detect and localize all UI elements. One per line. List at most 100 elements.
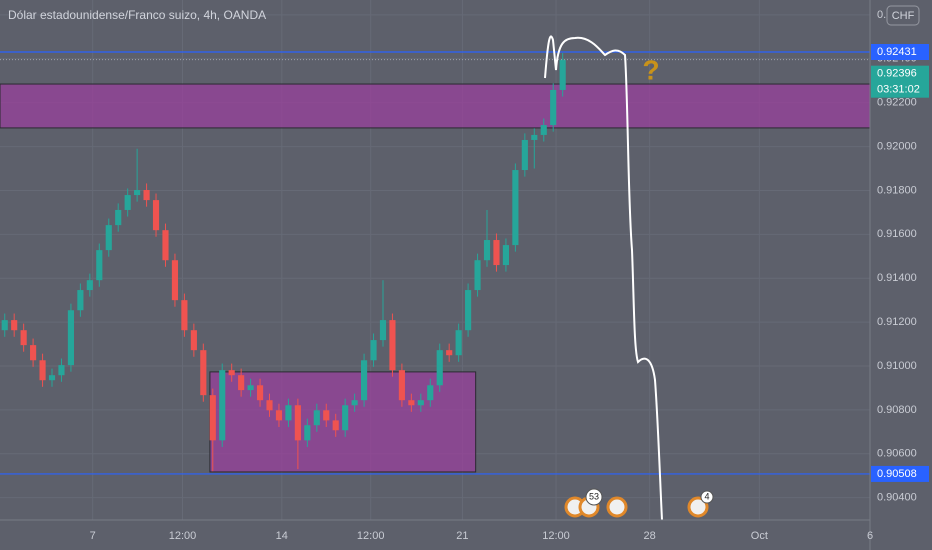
candle-body [502,245,509,266]
candle-body [521,139,528,171]
candle-body [465,290,472,331]
candle-body [559,59,566,90]
candle-body [361,360,368,401]
candle-body [332,420,339,431]
candle-body [427,385,434,401]
last-price-box [871,65,929,98]
candle-body [313,410,320,426]
candle-body [219,370,226,441]
candle-body [228,370,235,376]
candle-body [200,350,207,396]
y-tick-label: 0.90600 [877,448,917,460]
candle-body [77,290,84,311]
candle-body [256,385,264,401]
candle-body [11,320,18,331]
candle-body [370,340,377,361]
last-price-label: 0.92396 [877,68,917,80]
y-tick-label: 0.90800 [877,404,917,416]
candle-body [531,134,538,140]
candle-body [124,195,131,210]
hand-drawn-path [544,35,663,521]
badge [585,488,603,506]
y-tick-label: 0.91400 [877,272,917,284]
candle-body [162,230,169,261]
candle-body [389,320,396,371]
candle-body [105,225,112,251]
candle-body [342,405,349,431]
candle-body [417,400,424,406]
candle-body [152,200,160,231]
annotation: ? [642,54,659,85]
candle-body [143,190,150,201]
x-tick-label: Oct [751,530,768,542]
candle-body [446,350,453,356]
y-tick-label: 0.91800 [877,184,917,196]
x-tick-label: 7 [90,530,96,542]
price-lines [0,51,870,475]
candle-body [323,410,330,421]
candle-body [493,240,500,266]
candle-body [181,300,188,331]
candle-body [190,330,197,351]
price-label: 0.90508 [877,468,917,480]
candle-body [247,385,254,391]
event-badge: 4 [704,491,709,501]
candle-body [540,125,547,135]
candles [1,53,566,472]
candle-body [96,250,103,281]
countdown: 03:31:02 [877,84,920,96]
y-tick-label: 0.91000 [877,360,917,372]
price-label-box [871,465,929,482]
candle-body [39,360,46,381]
events: 53 4 [564,488,714,518]
candle-body [48,375,56,381]
candle-body [20,330,27,346]
candle-body [550,89,557,126]
candle-body [351,400,358,406]
candle-body [209,395,216,441]
x-tick-label: 12:00 [357,530,385,542]
x-tick-label: 14 [276,530,288,542]
badge [700,490,714,504]
axes: 0.90400 0.90600 0.90800 0.91000 0.91200 0.914… [90,9,929,542]
x-tick-label: 6 [867,530,873,542]
currency-button[interactable] [886,5,920,26]
candle-body [455,330,462,356]
candle-body [1,320,8,331]
candle-body [304,425,311,441]
candle-body [483,240,491,261]
currency-label[interactable]: CHF [892,10,915,22]
price-label: 0.92431 [877,46,917,58]
y-tick-label: 0.92000 [877,140,917,152]
candle-body [58,365,65,376]
candle-body [67,310,74,366]
event-icon [687,496,709,518]
x-tick-label: 28 [644,530,656,542]
candle-body [474,260,481,291]
candle-body [398,370,405,401]
candle-body [379,320,387,341]
y-tick-label: 0.90400 [877,492,917,504]
candle-body [408,400,415,406]
y-tick-label: 0.91600 [877,228,917,240]
candle-body [30,345,37,361]
chart-title: Dólar estadounidense/Franco suizo, 4h, O… [8,8,266,22]
candle-body [134,190,141,196]
x-tick-label: 12:00 [542,530,570,542]
candle-body [266,400,273,411]
x-tick-label: 12:00 [169,530,197,542]
candle-body [171,260,179,301]
y-tick-label: 0.92200 [877,97,917,109]
candle-body [238,375,245,391]
candle-body [86,280,93,291]
x-tick-label: 21 [456,530,468,542]
candle-body [436,350,443,386]
price-label-box [871,44,929,60]
candle-body [294,405,301,441]
candle-body [275,410,283,421]
event-badge: 53 [589,491,599,501]
candle-body [285,405,292,421]
candle-body [512,170,519,246]
